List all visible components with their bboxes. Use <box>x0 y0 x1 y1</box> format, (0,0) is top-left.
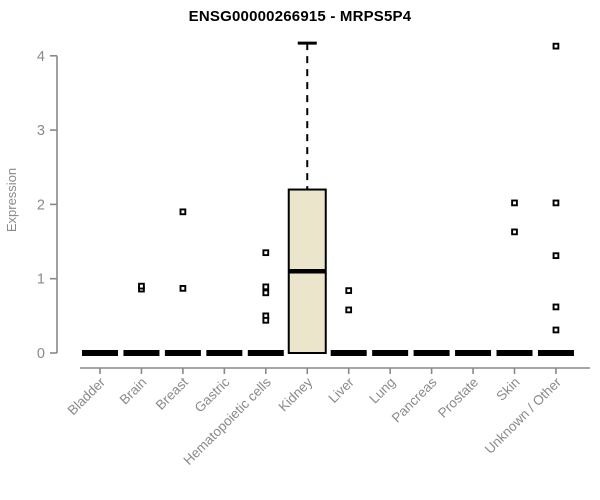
x-tick-label: Bladder <box>65 374 109 418</box>
y-tick-label: 2 <box>37 197 45 213</box>
outlier-point <box>179 208 187 216</box>
y-axis-label: Expression <box>4 167 19 233</box>
collapsed-box-8 <box>413 350 450 356</box>
collapsed-box-1 <box>123 350 160 356</box>
outlier-point <box>511 199 518 207</box>
y-tick-label: 0 <box>37 346 45 362</box>
collapsed-box-10 <box>496 350 533 356</box>
outlier-point <box>262 283 270 291</box>
x-tick-label: Breast <box>153 374 191 412</box>
collapsed-box-7 <box>372 350 409 356</box>
x-tick-label: Unknown / Other <box>482 374 565 457</box>
collapsed-box-11 <box>537 350 574 356</box>
x-tick-label: Gastric <box>192 374 233 415</box>
outlier-point <box>179 285 187 292</box>
y-tick-label: 4 <box>37 49 45 65</box>
collapsed-box-4 <box>247 350 284 356</box>
outlier-point <box>511 228 518 236</box>
collapsed-box-2 <box>164 350 201 356</box>
collapsed-box-9 <box>455 350 492 356</box>
outlier-point <box>552 303 560 311</box>
outlier-point <box>262 316 270 324</box>
outlier-point <box>552 326 560 334</box>
x-tick-label: Brain <box>117 375 150 408</box>
outlier-point <box>345 287 353 294</box>
outlier-point <box>345 306 353 314</box>
outlier-point <box>552 42 560 50</box>
y-tick-label: 1 <box>37 272 45 288</box>
collapsed-box-6 <box>330 350 367 356</box>
outlier-point <box>138 282 145 290</box>
x-tick-label: Prostate <box>435 375 481 421</box>
collapsed-box-3 <box>206 350 243 356</box>
outlier-point <box>262 249 270 257</box>
x-tick-label: Liver <box>326 374 358 406</box>
chart-title: ENSG00000266915 - MRPS5P4 <box>188 8 412 25</box>
collapsed-box-0 <box>82 350 118 356</box>
outlier-point <box>552 252 560 260</box>
x-tick-label: Kidney <box>276 374 316 414</box>
x-tick-label: Skin <box>493 375 522 404</box>
x-tick-label: Pancreas <box>389 374 440 425</box>
y-tick-label: 3 <box>37 123 45 139</box>
x-tick-label: Lung <box>366 375 398 407</box>
outlier-point <box>262 289 270 297</box>
outlier-point <box>552 199 560 207</box>
